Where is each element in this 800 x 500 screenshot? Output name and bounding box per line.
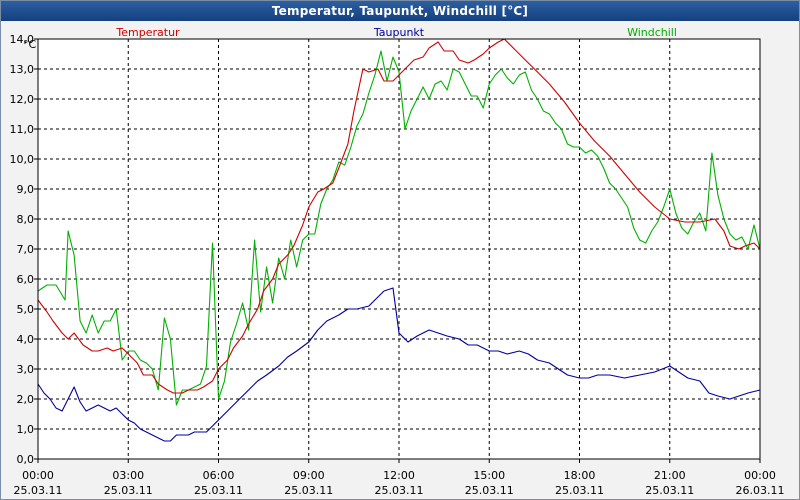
series-lines — [37, 38, 761, 442]
y-tick-label: 12,0 — [10, 93, 35, 106]
y-tick-label: 7,0 — [17, 243, 35, 256]
x-tick-time: 21:00 — [654, 469, 686, 482]
x-axis-ticks: 00:00 25.03.11 03:00 25.03.11 06:00 25.03.11 0… — [14, 459, 785, 497]
y-tick-label: 10,0 — [10, 153, 35, 166]
y-tick-label: 0,0 — [17, 453, 35, 466]
y-tick-label: 1,0 — [17, 423, 35, 436]
x-tick-time: 00:00 — [744, 469, 776, 482]
x-tick-date: 25.03.11 — [645, 484, 694, 497]
x-tick-date: 25.03.11 — [555, 484, 604, 497]
y-axis-ticks: 0,0 1,0 2,0 3,0 4,0 5,0 6,0 7,0 8,0 9,0 10,0 11,0 12… — [10, 33, 38, 466]
x-tick-time: 15:00 — [473, 469, 505, 482]
legend-windchill: Windchill — [627, 26, 677, 39]
legend-temperatur: Temperatur — [115, 26, 180, 39]
window-title: Temperatur, Taupunkt, Windchill [°C] — [1, 1, 799, 21]
y-tick-label: 9,0 — [17, 183, 35, 196]
series-line-temperatur — [37, 38, 761, 394]
x-tick-date: 25.03.11 — [14, 484, 63, 497]
x-tick-time: 00:00 — [22, 469, 54, 482]
x-tick-date: 25.03.11 — [194, 484, 243, 497]
y-tick-label: 4,0 — [17, 333, 35, 346]
legend-taupunkt: Taupunkt — [373, 26, 425, 39]
x-tick-date: 26.03.11 — [736, 484, 785, 497]
x-tick-date: 25.03.11 — [465, 484, 514, 497]
y-tick-label: 8,0 — [17, 213, 35, 226]
x-tick-date: 25.03.11 — [104, 484, 153, 497]
y-tick-label: 11,0 — [10, 123, 35, 136]
x-tick-date: 25.03.11 — [375, 484, 424, 497]
x-tick-time: 03:00 — [112, 469, 144, 482]
y-tick-label: 2,0 — [17, 393, 35, 406]
x-tick-time: 18:00 — [564, 469, 596, 482]
y-axis-unit-label: °C — [23, 38, 37, 51]
x-tick-time: 12:00 — [383, 469, 415, 482]
x-tick-date: 25.03.11 — [284, 484, 333, 497]
x-tick-time: 09:00 — [293, 469, 325, 482]
y-tick-label: 13,0 — [10, 63, 35, 76]
y-tick-label: 14,0 — [10, 33, 35, 46]
series-line-windchill — [37, 50, 761, 406]
y-tick-label: 6,0 — [17, 273, 35, 286]
series-line-taupunkt — [37, 287, 761, 442]
y-tick-label: 3,0 — [17, 363, 35, 376]
x-tick-time: 06:00 — [203, 469, 235, 482]
y-tick-label: 5,0 — [17, 303, 35, 316]
